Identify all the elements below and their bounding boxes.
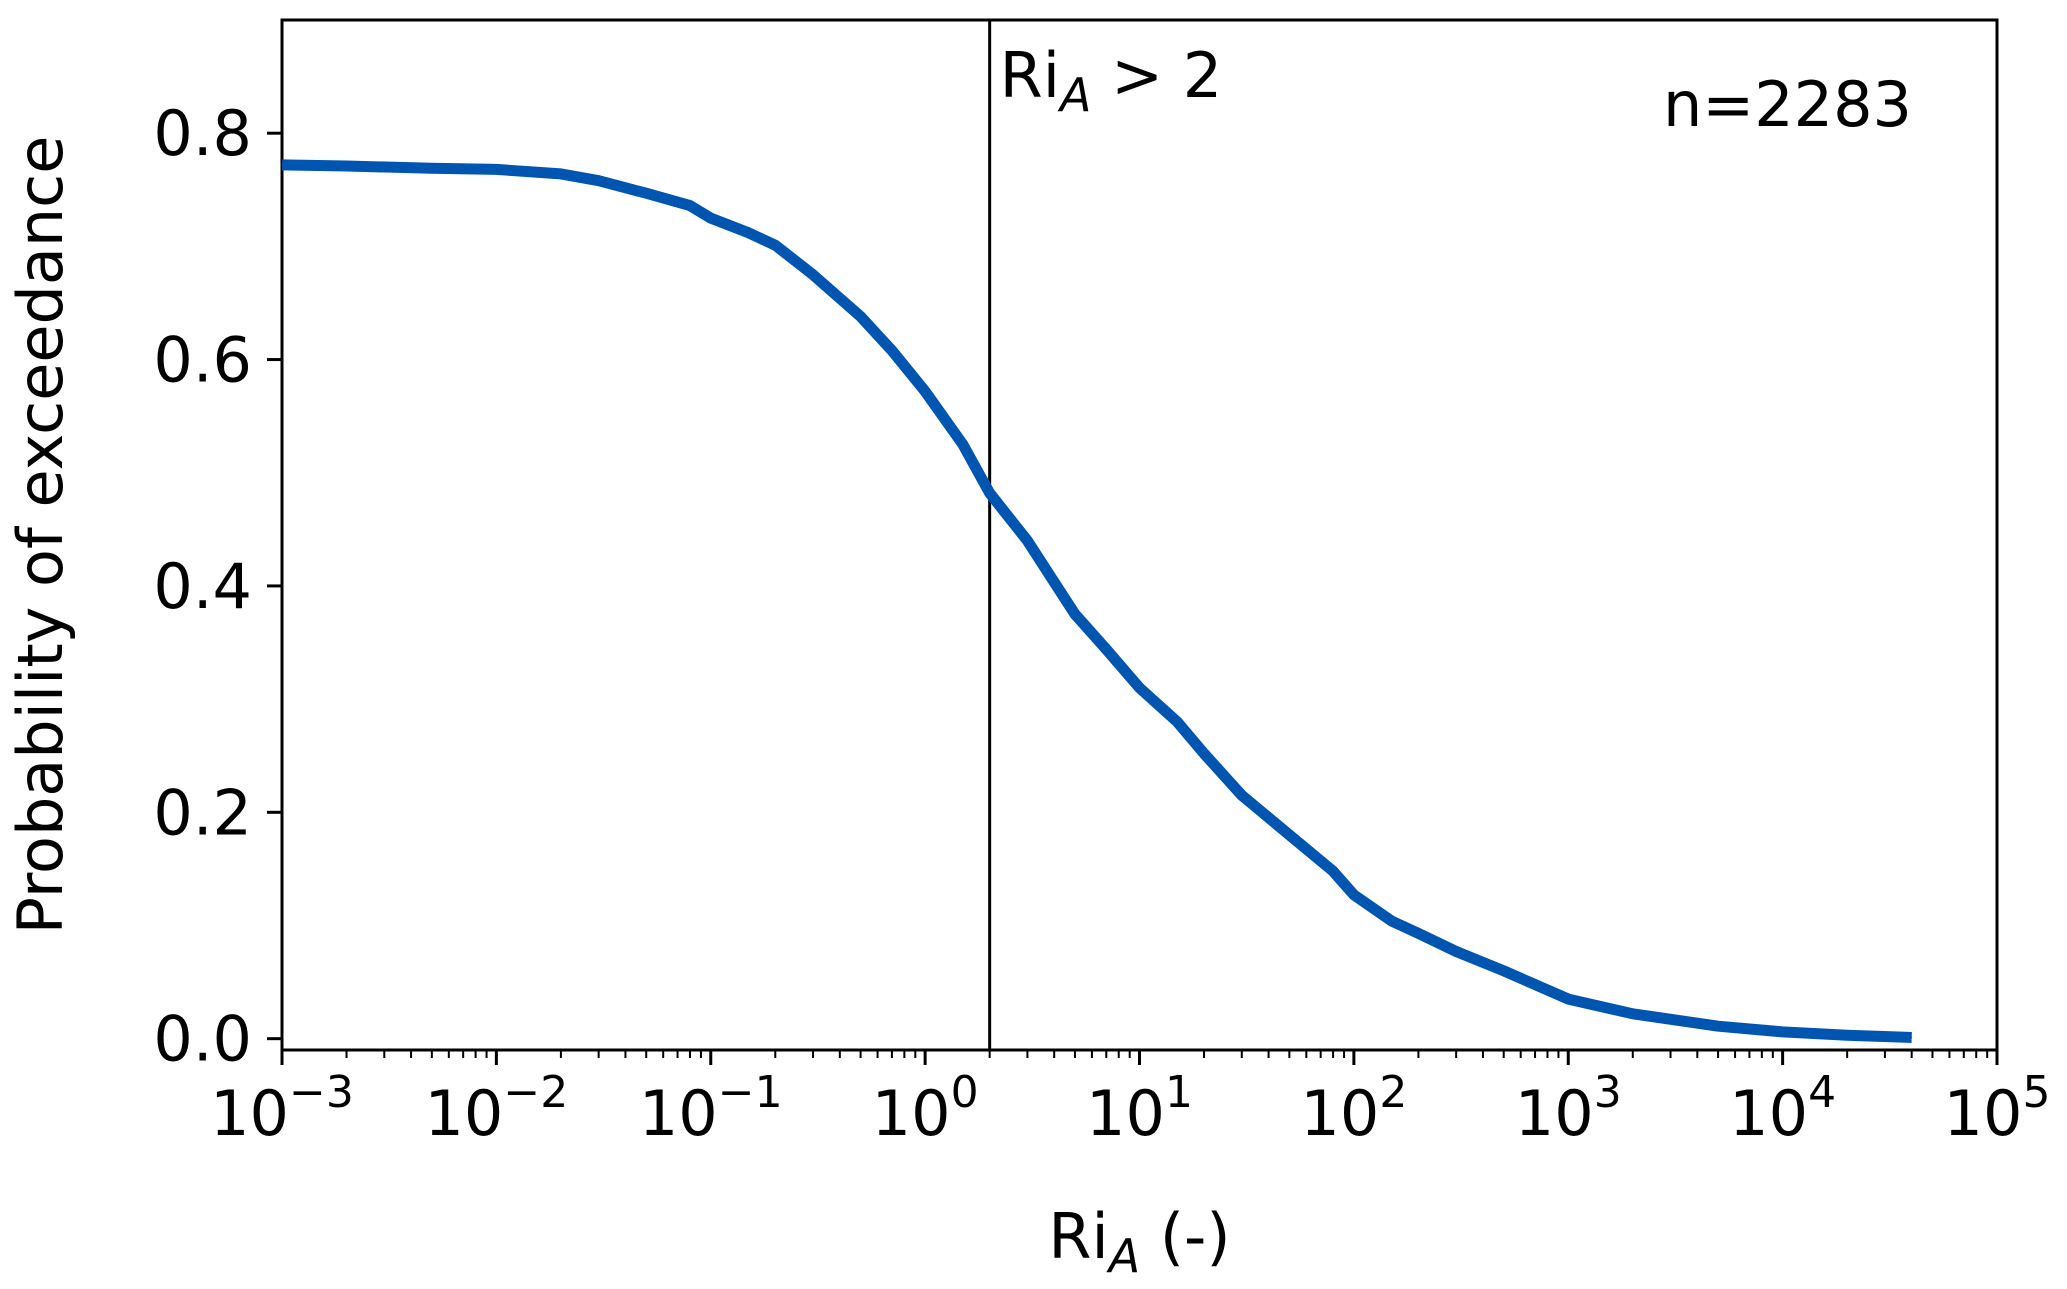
x-tick-base: 10: [639, 1077, 718, 1150]
data-point: [1782, 1031, 1784, 1033]
x-tick-label: 10−3: [210, 1067, 354, 1150]
y-tick-label: 0.2: [153, 776, 252, 849]
y-axis-label: Probability of exceedance: [4, 136, 77, 935]
x-tick-exponent: 4: [1808, 1067, 1836, 1118]
data-point: [1026, 540, 1028, 542]
series-line-0: [281, 159, 1912, 1043]
data-point: [924, 390, 926, 392]
x-minor-ticks: [345, 1050, 1989, 1058]
x-tick-label: 102: [1300, 1067, 1407, 1150]
series-points: [281, 164, 1913, 1038]
data-point: [1241, 794, 1243, 796]
data-point: [774, 244, 776, 246]
x-tick-exponent: 1: [1165, 1067, 1193, 1118]
x-tick-base: 10: [1086, 1077, 1165, 1150]
data-point: [989, 492, 991, 494]
data-point: [560, 173, 562, 175]
data-point: [710, 217, 712, 219]
x-tick-exponent: 5: [2022, 1067, 2050, 1118]
data-point: [1176, 721, 1178, 723]
x-tick-base: 10: [424, 1077, 503, 1150]
x-axis-label: RiA (-): [1048, 1200, 1230, 1283]
data-point: [1846, 1034, 1848, 1036]
data-point: [598, 180, 600, 182]
data-point: [860, 316, 862, 317]
sample-size-annotation: n=2283: [1663, 68, 1912, 141]
data-point: [1105, 648, 1107, 650]
threshold-annotation-base: Ri: [1000, 39, 1060, 112]
x-tick-label: 103: [1515, 1067, 1622, 1150]
data-point: [1203, 753, 1205, 754]
data-point: [1139, 687, 1140, 689]
data-point: [431, 167, 433, 169]
x-tick-label: 105: [1944, 1067, 2051, 1150]
data-point: [1288, 834, 1290, 836]
data-point: [962, 444, 964, 445]
data-point: [346, 165, 347, 167]
data-point: [281, 164, 283, 166]
x-tick-exponent: −2: [503, 1067, 568, 1118]
x-tick-base: 10: [1944, 1077, 2023, 1150]
y-axis-ticks: 0.0 0.2 0.4 0.6 0.8: [153, 97, 282, 1076]
x-tick-label: 101: [1086, 1067, 1193, 1150]
data-point: [1074, 613, 1076, 615]
x-tick-exponent: −1: [718, 1067, 783, 1118]
x-tick-base: 10: [1515, 1077, 1594, 1150]
data-point: [748, 232, 749, 234]
data-point: [1417, 932, 1419, 934]
x-axis-label-base: Ri: [1048, 1200, 1108, 1273]
data-point: [891, 350, 893, 351]
x-axis-ticks: 10−3 10−2 10−1 100 101 102 103 104 105: [210, 1050, 2050, 1150]
threshold-annotation-sub: A: [1057, 68, 1091, 122]
x-tick-base: 10: [872, 1077, 951, 1150]
data-point: [689, 205, 691, 207]
data-point: [1455, 951, 1457, 952]
x-axis-label-rest: (-): [1140, 1200, 1230, 1273]
data-point: [1567, 998, 1569, 1000]
data-point: [1391, 920, 1393, 922]
x-tick-label: 100: [872, 1067, 979, 1150]
x-tick-label: 10−1: [639, 1067, 783, 1150]
x-axis-label-sub: A: [1106, 1229, 1140, 1283]
x-tick-exponent: 0: [951, 1067, 979, 1118]
series-layer: [281, 159, 1913, 1043]
x-tick-exponent: −3: [289, 1067, 354, 1118]
data-point: [1353, 894, 1355, 896]
data-point: [1911, 1037, 1913, 1038]
x-tick-exponent: 2: [1379, 1067, 1407, 1118]
threshold-annotation-rest: > 2: [1091, 39, 1222, 112]
data-point: [1503, 970, 1505, 972]
data-point: [1717, 1025, 1719, 1027]
plot-area: 10−3 10−2 10−1 100 101 102 103 104 105 0.00.20.4…: [153, 18, 2050, 1150]
threshold-annotation: RiA > 2: [1000, 39, 1223, 122]
data-point: [1332, 870, 1334, 872]
data-point: [495, 168, 497, 170]
y-tick-label: 0.4: [153, 550, 252, 623]
x-tick-exponent: 3: [1594, 1067, 1622, 1118]
x-tick-label: 10−2: [424, 1067, 568, 1150]
y-tick-label: 0.8: [153, 97, 252, 170]
data-point: [812, 274, 814, 276]
y-tick-label: 0.6: [153, 324, 252, 397]
x-tick-base: 10: [210, 1077, 289, 1150]
data-point: [1632, 1013, 1634, 1015]
x-tick-base: 10: [1729, 1077, 1808, 1150]
data-point: [645, 192, 647, 194]
y-tick-label: 0.0: [153, 1003, 252, 1076]
x-tick-label: 104: [1729, 1067, 1836, 1150]
x-tick-base: 10: [1300, 1077, 1379, 1150]
